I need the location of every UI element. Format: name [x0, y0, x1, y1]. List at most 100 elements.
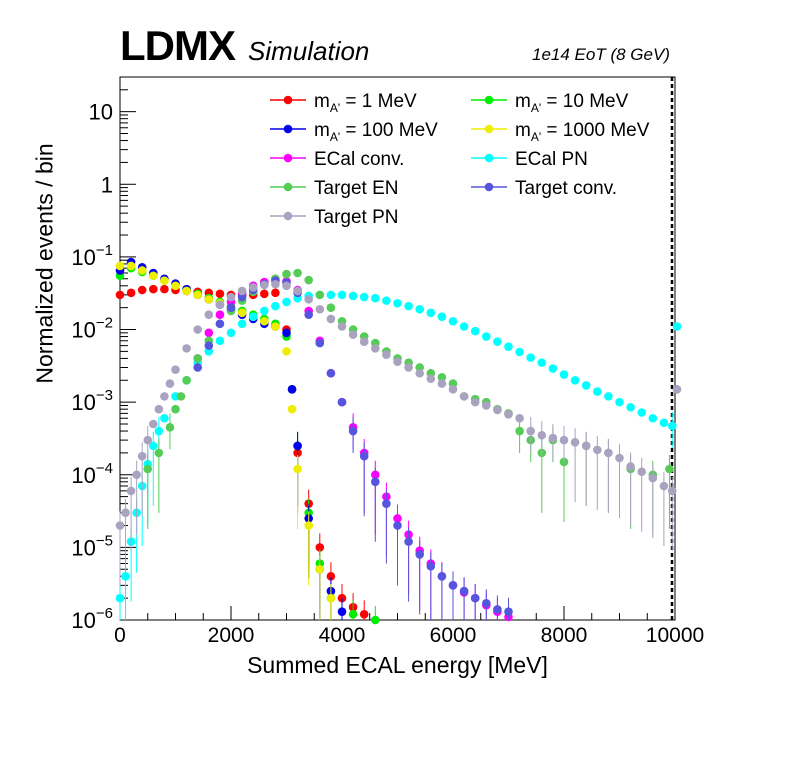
data-point — [171, 281, 180, 291]
legend-marker — [283, 124, 293, 134]
data-point — [648, 473, 658, 483]
data-point — [304, 521, 314, 530]
data-point — [515, 413, 524, 423]
data-point — [137, 285, 147, 295]
x-tick-label: 6000 — [430, 624, 477, 647]
data-point — [448, 316, 458, 326]
legend-entry: mA' = 1 MeV — [270, 91, 417, 115]
data-point — [215, 319, 225, 329]
data-point — [637, 408, 646, 417]
data-point — [226, 292, 236, 302]
x-tick-label: 4000 — [319, 624, 366, 647]
x-tick-label: 10000 — [646, 624, 704, 647]
data-point — [459, 322, 469, 331]
data-point — [149, 441, 158, 451]
data-point — [226, 328, 236, 338]
data-point — [237, 286, 247, 296]
data-point — [493, 337, 502, 346]
data-point — [581, 381, 591, 390]
data-point — [176, 392, 186, 401]
data-point — [248, 283, 258, 292]
data-point — [615, 453, 624, 463]
data-point — [337, 397, 347, 407]
data-point — [121, 571, 130, 581]
data-point — [304, 275, 314, 285]
data-point — [637, 467, 646, 477]
experiment-logo: LDMX — [120, 22, 236, 69]
data-point — [382, 499, 391, 508]
data-point — [426, 561, 436, 571]
legend-entry: mA' = 100 MeV — [270, 120, 438, 144]
status-label: Simulation — [248, 36, 370, 66]
data-point — [160, 284, 169, 294]
data-point — [160, 413, 169, 423]
y-tick-label: 10−5 — [71, 532, 113, 560]
legend-marker — [484, 95, 494, 105]
data-point — [393, 298, 402, 308]
data-point — [482, 332, 491, 341]
data-point — [115, 521, 125, 530]
y-tick-label: 10−6 — [71, 605, 113, 633]
data-point — [437, 571, 447, 581]
data-point — [348, 330, 358, 339]
data-point — [348, 609, 358, 619]
y-tick-label: 10−4 — [71, 460, 113, 488]
legend-marker — [484, 124, 494, 134]
data-point — [315, 543, 325, 552]
data-point — [204, 295, 214, 304]
legend-marker — [283, 95, 293, 105]
data-point — [282, 297, 291, 307]
data-point — [548, 364, 558, 373]
data-point — [248, 312, 258, 322]
data-point — [326, 571, 336, 581]
data-point — [593, 387, 602, 396]
data-point — [115, 261, 125, 271]
y-tick-label: 10 — [89, 100, 113, 125]
data-point — [659, 418, 669, 428]
data-point — [160, 392, 169, 401]
data-point — [359, 451, 369, 461]
data-point — [149, 419, 158, 429]
data-point — [665, 464, 674, 474]
data-point — [154, 448, 164, 458]
data-point — [648, 413, 658, 423]
data-point — [448, 385, 458, 394]
data-point — [371, 293, 380, 303]
data-point — [215, 300, 225, 309]
data-point — [293, 441, 302, 451]
data-point — [121, 508, 130, 518]
data-point — [482, 598, 491, 608]
data-point — [165, 423, 175, 432]
data-point — [165, 379, 175, 388]
data-point — [260, 289, 269, 299]
legend-entry: Target EN — [270, 178, 398, 199]
data-point — [143, 435, 153, 445]
data-point — [348, 291, 358, 301]
data-point — [315, 290, 325, 300]
data-point — [359, 292, 369, 302]
data-point — [415, 304, 425, 314]
data-point — [470, 397, 480, 407]
data-point — [415, 368, 425, 378]
data-point — [337, 290, 347, 300]
legend-label: mA' = 10 MeV — [515, 91, 629, 115]
data-point — [282, 328, 291, 338]
data-point — [315, 564, 325, 574]
data-point — [204, 328, 214, 338]
data-point — [470, 326, 480, 336]
legend-marker — [283, 211, 293, 221]
data-point — [537, 430, 547, 440]
data-point — [126, 288, 136, 298]
data-point — [371, 477, 380, 487]
data-point — [271, 322, 280, 331]
data-point — [548, 433, 558, 443]
y-tick-label: 10−1 — [71, 242, 113, 270]
legend-label: mA' = 100 MeV — [314, 120, 438, 144]
legend-entry: Target PN — [270, 207, 398, 228]
data-point — [593, 445, 602, 455]
data-point — [504, 342, 513, 351]
legend-entry: ECal conv. — [270, 149, 404, 170]
data-point — [459, 392, 469, 401]
data-point — [570, 375, 580, 385]
